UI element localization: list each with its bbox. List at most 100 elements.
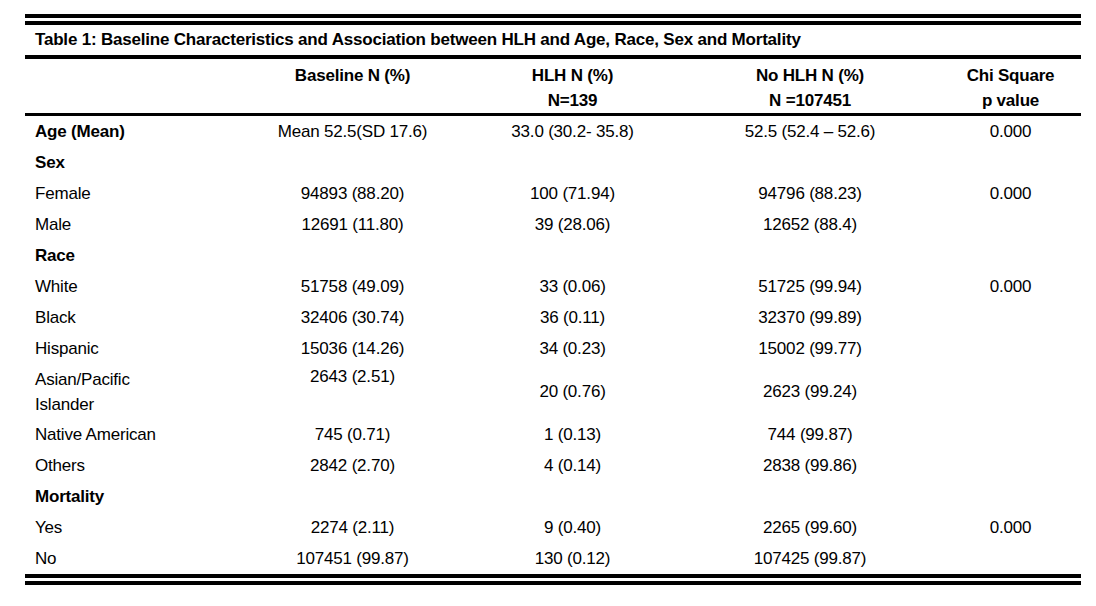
cell-hlh: 100 (71.94) xyxy=(465,178,680,209)
header-hlh-line1: HLH N (%) xyxy=(465,63,680,88)
row-label-text: Asian/Pacific Islander xyxy=(35,367,155,417)
header-baseline-line1: Baseline N (%) xyxy=(240,63,465,88)
cell-p-value: 0.000 xyxy=(940,271,1081,302)
table-row: No 107451 (99.87) 130 (0.12) 107425 (99.… xyxy=(25,543,1081,574)
table-row: Male 12691 (11.80) 39 (28.06) 12652 (88.… xyxy=(25,209,1081,240)
cell-hlh: 130 (0.12) xyxy=(465,543,680,574)
table-top-rule xyxy=(25,14,1081,25)
cell-p-value xyxy=(940,302,1081,333)
row-label: Yes xyxy=(25,512,240,543)
cell-p-value xyxy=(940,543,1081,574)
section-row: Sex xyxy=(25,147,1081,178)
table-row: Asian/Pacific Islander 2643 (2.51) 20 (0… xyxy=(25,364,1081,419)
cell-p-value: 0.000 xyxy=(940,116,1081,147)
row-label: Age (Mean) xyxy=(25,116,240,147)
baseline-characteristics-table: Table 1: Baseline Characteristics and As… xyxy=(25,14,1081,585)
header-chi-square: Chi Square p value xyxy=(940,59,1081,113)
table-row: Age (Mean) Mean 52.5(SD 17.6) 33.0 (30.2… xyxy=(25,116,1081,147)
cell-baseline xyxy=(240,240,465,271)
row-label: Asian/Pacific Islander xyxy=(25,364,240,419)
cell-baseline xyxy=(240,147,465,178)
table-header: Baseline N (%) HLH N (%) N=139 No HLH N … xyxy=(25,59,1081,113)
section-label: Race xyxy=(25,240,240,271)
cell-baseline: 745 (0.71) xyxy=(240,419,465,450)
header-label-col xyxy=(25,59,240,113)
data-table: Baseline N (%) HLH N (%) N=139 No HLH N … xyxy=(25,59,1081,113)
cell-hlh: 36 (0.11) xyxy=(465,302,680,333)
cell-p-value xyxy=(940,364,1081,419)
header-no-hlh-line1: No HLH N (%) xyxy=(680,63,940,88)
cell-baseline: 2643 (2.51) xyxy=(240,364,465,419)
table-row: Black 32406 (30.74) 36 (0.11) 32370 (99.… xyxy=(25,302,1081,333)
row-label: Hispanic xyxy=(25,333,240,364)
cell-p-value xyxy=(940,147,1081,178)
cell-baseline: 12691 (11.80) xyxy=(240,209,465,240)
header-hlh: HLH N (%) N=139 xyxy=(465,59,680,113)
cell-no-hlh: 32370 (99.89) xyxy=(680,302,940,333)
cell-no-hlh: 94796 (88.23) xyxy=(680,178,940,209)
cell-no-hlh: 51725 (99.94) xyxy=(680,271,940,302)
section-label: Sex xyxy=(25,147,240,178)
cell-baseline: 32406 (30.74) xyxy=(240,302,465,333)
cell-baseline: 2842 (2.70) xyxy=(240,450,465,481)
cell-no-hlh: 2623 (99.24) xyxy=(680,364,940,419)
cell-p-value: 0.000 xyxy=(940,512,1081,543)
cell-no-hlh xyxy=(680,240,940,271)
cell-no-hlh xyxy=(680,147,940,178)
header-chi-line1: Chi Square xyxy=(940,63,1081,88)
section-label: Mortality xyxy=(25,481,240,512)
table-row: Hispanic 15036 (14.26) 34 (0.23) 15002 (… xyxy=(25,333,1081,364)
cell-p-value xyxy=(940,481,1081,512)
cell-p-value: 0.000 xyxy=(940,178,1081,209)
cell-no-hlh xyxy=(680,481,940,512)
row-label: No xyxy=(25,543,240,574)
header-chi-line2: p value xyxy=(940,88,1081,113)
cell-baseline: 94893 (88.20) xyxy=(240,178,465,209)
cell-hlh xyxy=(465,240,680,271)
cell-no-hlh: 744 (99.87) xyxy=(680,419,940,450)
header-no-hlh: No HLH N (%) N =107451 xyxy=(680,59,940,113)
cell-baseline xyxy=(240,481,465,512)
cell-no-hlh: 15002 (99.77) xyxy=(680,333,940,364)
header-baseline: Baseline N (%) xyxy=(240,59,465,113)
cell-baseline: 51758 (49.09) xyxy=(240,271,465,302)
row-label: Native American xyxy=(25,419,240,450)
cell-baseline: 107451 (99.87) xyxy=(240,543,465,574)
cell-hlh: 1 (0.13) xyxy=(465,419,680,450)
row-label: Male xyxy=(25,209,240,240)
cell-no-hlh: 107425 (99.87) xyxy=(680,543,940,574)
table-bottom-rule xyxy=(25,574,1081,585)
header-hlh-line2: N=139 xyxy=(465,88,680,113)
cell-hlh: 34 (0.23) xyxy=(465,333,680,364)
table-row: Others 2842 (2.70) 4 (0.14) 2838 (99.86) xyxy=(25,450,1081,481)
row-label: Female xyxy=(25,178,240,209)
cell-hlh: 39 (28.06) xyxy=(465,209,680,240)
row-label: Others xyxy=(25,450,240,481)
cell-baseline: 15036 (14.26) xyxy=(240,333,465,364)
cell-no-hlh: 52.5 (52.4 – 52.6) xyxy=(680,116,940,147)
cell-hlh xyxy=(465,147,680,178)
table-row: Female 94893 (88.20) 100 (71.94) 94796 (… xyxy=(25,178,1081,209)
data-table-body: Age (Mean) Mean 52.5(SD 17.6) 33.0 (30.2… xyxy=(25,116,1081,574)
cell-p-value xyxy=(940,419,1081,450)
cell-no-hlh: 12652 (88.4) xyxy=(680,209,940,240)
table-row: White 51758 (49.09) 33 (0.06) 51725 (99.… xyxy=(25,271,1081,302)
section-row: Mortality xyxy=(25,481,1081,512)
header-no-hlh-line2: N =107451 xyxy=(680,88,940,113)
cell-hlh: 20 (0.76) xyxy=(465,364,680,419)
section-row: Race xyxy=(25,240,1081,271)
cell-p-value xyxy=(940,240,1081,271)
cell-p-value xyxy=(940,450,1081,481)
cell-hlh: 33.0 (30.2- 35.8) xyxy=(465,116,680,147)
table-title: Table 1: Baseline Characteristics and As… xyxy=(25,25,1081,55)
table-row: Native American 745 (0.71) 1 (0.13) 744 … xyxy=(25,419,1081,450)
cell-no-hlh: 2838 (99.86) xyxy=(680,450,940,481)
cell-hlh xyxy=(465,481,680,512)
cell-hlh: 9 (0.40) xyxy=(465,512,680,543)
cell-p-value xyxy=(940,333,1081,364)
cell-no-hlh: 2265 (99.60) xyxy=(680,512,940,543)
cell-baseline: Mean 52.5(SD 17.6) xyxy=(240,116,465,147)
table-row: Yes 2274 (2.11) 9 (0.40) 2265 (99.60) 0.… xyxy=(25,512,1081,543)
cell-baseline: 2274 (2.11) xyxy=(240,512,465,543)
cell-hlh: 4 (0.14) xyxy=(465,450,680,481)
